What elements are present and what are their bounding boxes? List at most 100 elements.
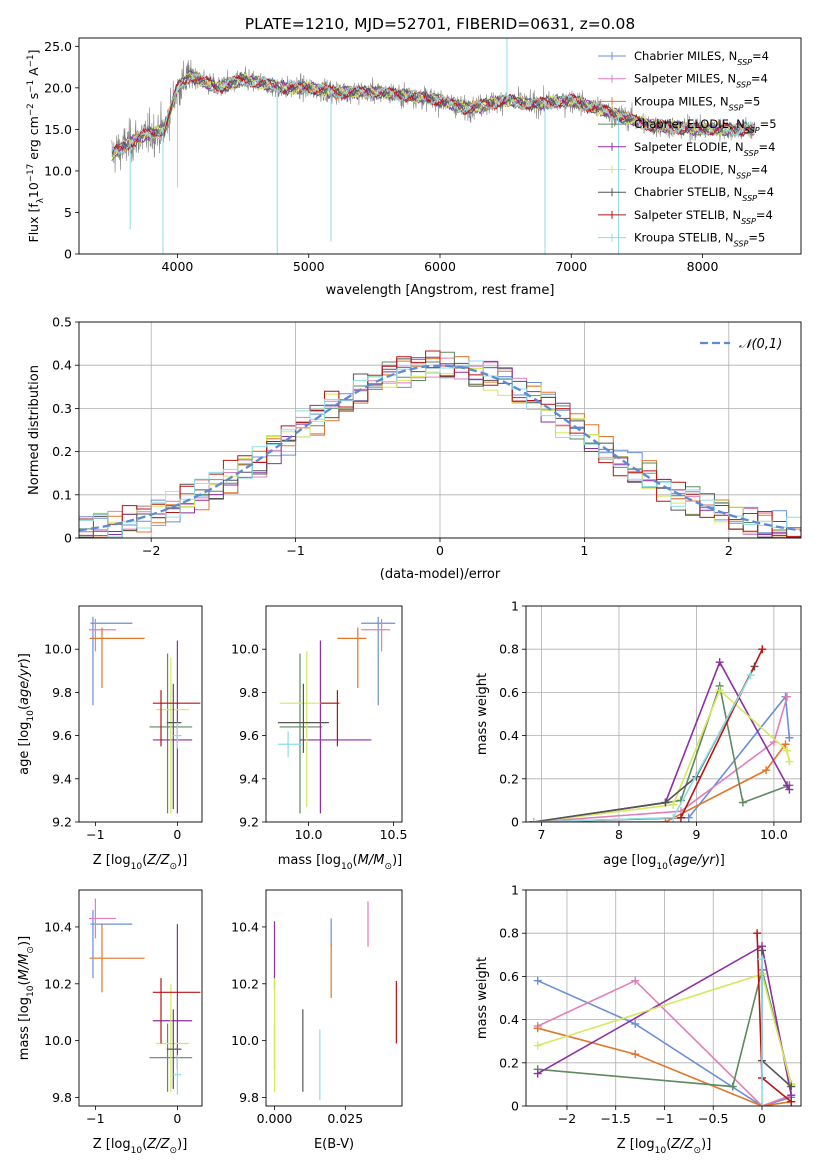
y-axis-label-part: age/yr [17,662,32,705]
axes-frame [525,889,802,1107]
data-point-marker [669,800,678,809]
x-axis-label-part: Z [log [617,1137,655,1152]
data-point-marker [715,658,724,667]
y-tick-label: 0.2 [499,771,519,786]
legend-entry-text: Salpeter MILES, NSSP=4 [634,72,768,90]
x-tick-label: 0.025 [327,1111,363,1126]
data-point-marker [728,1082,737,1091]
x-axis-label-part: 10 [656,862,668,872]
data-point-marker [783,781,792,790]
y-tick-label: 5 [64,205,72,220]
y-axis-label-part: 10 [26,182,41,198]
x-axis-label: Z [log10(Z/Z⊙)] [617,1137,712,1156]
y-tick-label: 1 [511,883,519,898]
normal-distribution-curve [79,364,801,532]
x-axis-label-part: ( [668,853,673,868]
data-point-marker [787,1097,796,1106]
legend-entry-text-part: SSP [737,58,752,67]
legend-entry-text-part: =4 [751,163,768,177]
panel-z-age: −1 0 9.2 9.4 9.6 9.8 10.0 [44,605,203,842]
legend-entry-text-part: =4 [757,185,774,199]
legend-entry-text: Kroupa MILES, NSSP=5 [634,94,760,112]
legend-entry-text-part: =4 [756,208,773,222]
chart-title: PLATE=1210, MJD=52701, FIBERID=0631, z=0… [245,15,635,33]
y-tick-label: 0.3 [52,401,72,416]
y-axis-label-part: erg cm [26,116,41,164]
x-tick-label: 9 [692,827,700,842]
legend-entry-text-part: =5 [743,94,760,108]
panel-spectrum: 4000 5000 6000 7000 8000 0 5 10.0 15.0 20.0 25.0 Ch… [44,37,802,274]
axes-frame [265,889,403,1107]
legend-entry-text-part: SSP [736,171,751,180]
data-point-marker [533,1024,542,1033]
x-tick-label: 7 [538,827,546,842]
legend-entry-text-part: =4 [758,140,775,154]
y-tick-label: 9.8 [52,1090,72,1105]
y-tick-label: 0.2 [499,1055,519,1070]
x-axis-label-part: ( [666,1137,671,1152]
data-point-marker [762,766,771,775]
legend-entry-text-part: SSP [742,194,757,203]
plot-area-age-weight [526,606,801,822]
legend-entry-text-part: Chabrier MILES, N [634,49,737,63]
x-tick-label: −1 [655,1111,673,1126]
series-line [537,979,792,1106]
legend-entry-text-part: Kroupa MILES, N [634,94,729,108]
x-tick-label: 2 [725,543,733,558]
y-axis-label: mass weight [475,957,490,1039]
y-tick-label: 9.2 [239,815,259,830]
x-axis-label: Z [log10(Z/Z⊙)] [93,1137,188,1156]
y-axis-label-part: 10 [26,710,36,722]
x-axis-label-part: age [log [603,853,656,868]
y-axis-label-part: s [26,93,41,104]
legend-entry-text-part: Kroupa ELODIE, N [634,163,736,177]
x-tick-label: −1 [286,543,304,558]
panel-z-mass: −1 0 9.8 10.0 10.2 10.4 [44,889,203,1126]
axes-frame [78,605,203,823]
legend-entry-text: Salpeter STELIB, NSSP=4 [634,208,773,226]
legend-entry-text-part: Kroupa STELIB, N [634,231,734,245]
x-axis-label-part: Z [log [93,1137,131,1152]
y-tick-label: 0.4 [499,1012,519,1027]
y-tick-label: 9.8 [239,685,259,700]
data-point-marker [785,785,794,794]
axes-frame [78,37,802,255]
y-tick-label: 0.4 [499,728,519,743]
x-tick-label: 0 [173,1111,181,1126]
series-line [533,743,787,822]
y-tick-label: 10.2 [44,976,72,991]
legend-entry-text: Chabrier MILES, NSSP=4 [634,49,769,67]
y-tick-label: 9.4 [239,771,259,786]
y-axis-label: age [log10(age/yr)] [17,653,36,775]
plot-area-spectrum [111,38,756,254]
x-axis-label-part: )] [701,1137,711,1152]
x-axis-label-part: 10 [655,1146,667,1156]
y-axis-label-part: 10 [26,985,36,997]
x-axis-label-part: )] [177,853,187,868]
y-tick-label: 10.4 [44,919,72,934]
x-axis-label-part: Z [log [93,853,131,868]
data-point-marker [757,955,766,964]
data-point-marker [758,645,767,654]
data-point-marker [533,1041,542,1050]
x-tick-label: 10.0 [295,827,323,842]
x-axis-label: age [log10(age/yr)] [603,853,725,872]
y-axis-label-part: ⊙ [26,946,36,954]
plot-area-z-weight [526,890,801,1106]
x-axis-label: wavelength [Angstrom, rest frame] [326,283,555,298]
data-point-marker [757,946,766,955]
series-line [533,682,790,822]
x-tick-label: 0 [436,543,444,558]
x-axis-label-part: ⊙ [694,1146,702,1156]
legend-entry-text-part: SSP [729,103,744,112]
legend-entry-text: Kroupa STELIB, NSSP=5 [634,231,765,249]
x-axis-label-part: ( [142,1137,147,1152]
x-axis-label-part: Z/Z [670,1137,694,1152]
axes-frame [525,605,802,823]
y-tick-label: 0 [511,1099,519,1114]
panel-age-weight: 7 8 9 10.0 0 0.2 0.4 0.6 0.8 1 [499,599,802,842]
y-tick-label: 0 [511,815,519,830]
axes-frame [78,321,802,539]
series-line [533,660,791,822]
